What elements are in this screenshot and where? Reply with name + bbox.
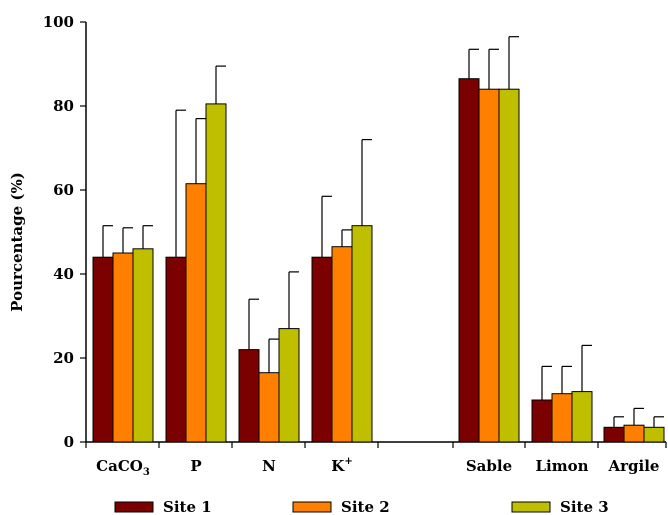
bar-site-2-sable: [478, 88, 500, 443]
bar-site-2-p: [185, 183, 207, 443]
legend-swatch: [114, 501, 154, 513]
bar-site-1-k: [311, 256, 333, 443]
legend-label: Site 1: [163, 498, 212, 515]
legend-swatch: [292, 501, 332, 513]
bar-site-3-k: [351, 225, 373, 443]
y-tick-label: 100: [43, 13, 74, 31]
bar-site-1-argile: [603, 426, 625, 443]
labels: 0 20 40 60 80 100 Pourcentage (%) CaCO3 P N K+ Sabl…: [8, 13, 659, 478]
x-tick-label: Argile: [608, 457, 660, 475]
bar-site-3-sable: [498, 88, 520, 443]
legend-swatch: [511, 501, 551, 513]
x-tick-label: P: [190, 457, 201, 475]
x-tick-label: K+: [331, 456, 352, 475]
bar-site-2-n: [258, 372, 280, 443]
y-tick-label: 0: [64, 433, 74, 451]
bar-site-3-limon: [571, 391, 593, 443]
y-tick-label: 40: [53, 265, 74, 283]
legend-label: Site 2: [341, 498, 390, 515]
legend-label: Site 3: [560, 498, 609, 515]
x-tick-label: Sable: [466, 457, 512, 475]
bar-site-2-argile: [623, 424, 645, 443]
x-tick-label: CaCO3: [96, 457, 150, 478]
bar-site-3-p: [205, 103, 227, 443]
bar-site-3-argile: [643, 426, 665, 443]
bar-site-1-caco3: [92, 256, 114, 443]
y-tick-label: 80: [53, 97, 74, 115]
bar-site-1-n: [238, 349, 260, 443]
bar-site-3-caco3: [132, 248, 154, 443]
y-tick-label: 60: [53, 181, 74, 199]
legend: Site 1 Site 2 Site 3: [114, 498, 609, 515]
y-axis-title: Pourcentage (%): [8, 172, 26, 312]
bar-site-1-p: [165, 256, 187, 443]
bar-site-1-sable: [458, 78, 480, 443]
x-tick-label: Limon: [535, 457, 588, 475]
bar-site-2-limon: [551, 393, 573, 443]
y-tick-label: 20: [53, 349, 74, 367]
x-tick-label: N: [262, 457, 276, 475]
bar-site-2-caco3: [112, 252, 134, 443]
bars: [92, 36, 665, 443]
bar-site-3-n: [278, 328, 300, 443]
bar-site-2-k: [331, 246, 353, 443]
bar-site-1-limon: [531, 399, 553, 443]
